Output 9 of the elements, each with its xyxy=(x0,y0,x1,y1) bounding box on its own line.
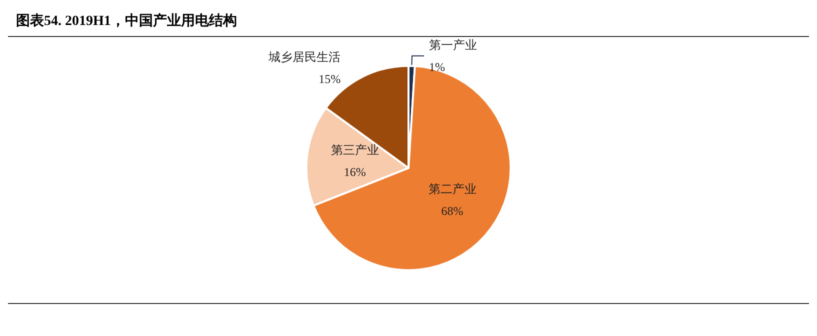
data-label: 1% xyxy=(429,60,446,74)
text: 图表54. 2019H1，中国产业用电结构 xyxy=(8,8,809,37)
slice-label: 第三产业 xyxy=(330,143,379,158)
slice-label: 第一产业 xyxy=(429,38,478,52)
slice-label: 城乡居民生活 xyxy=(268,50,341,64)
data-label: 15% xyxy=(318,72,341,86)
data-label: 68% xyxy=(441,204,464,218)
data-label: 16% xyxy=(344,165,366,180)
slice-label: 第二产业 xyxy=(428,182,476,196)
